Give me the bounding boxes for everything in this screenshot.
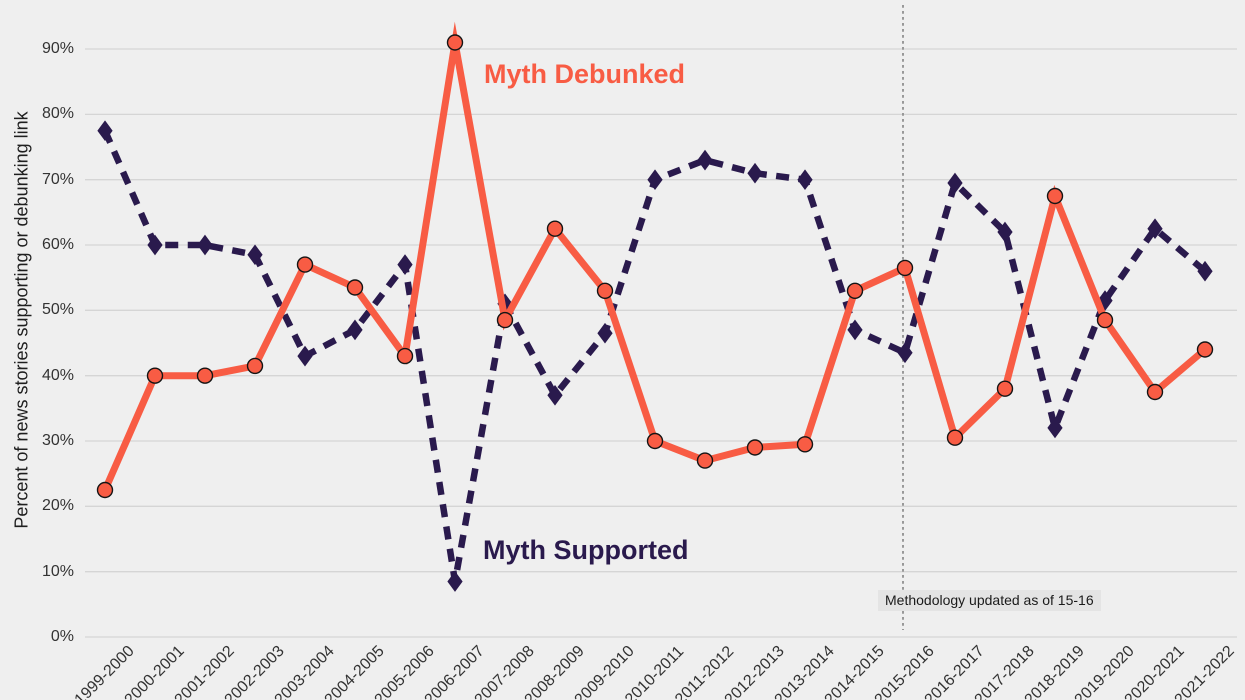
marker-circle-myth-debunked [296, 256, 314, 273]
marker-diamond-myth-supported [997, 221, 1013, 243]
marker-circle-myth-debunked [796, 436, 814, 453]
marker-diamond-myth-supported [147, 234, 163, 256]
marker-diamond-myth-supported [847, 319, 863, 341]
series-line-myth-supported [102, 129, 1208, 583]
marker-circle-myth-debunked [246, 357, 264, 375]
y-tick-label: 90% [41, 40, 74, 58]
marker-circle-myth-debunked [746, 439, 764, 456]
series-label-myth-supported: Myth Supported [483, 535, 689, 565]
marker-diamond-myth-supported [1197, 260, 1213, 282]
marker-circle-myth-debunked [846, 282, 864, 299]
marker-circle-myth-debunked [146, 367, 164, 384]
y-tick-label: 40% [41, 366, 74, 384]
marker-circle-myth-debunked [1146, 383, 1164, 401]
marker-diamond-myth-supported [97, 120, 113, 142]
marker-circle-myth-debunked [346, 279, 364, 296]
marker-circle-myth-debunked [646, 432, 664, 450]
marker-diamond-myth-supported [597, 322, 613, 344]
y-tick-label: 30% [41, 432, 74, 449]
series-label-myth-debunked: Myth Debunked [484, 59, 686, 89]
y-tick-label: 70% [41, 170, 74, 188]
y-tick-label: 60% [41, 236, 74, 254]
marker-diamond-myth-supported [1047, 417, 1063, 439]
marker-diamond-myth-supported [297, 345, 313, 367]
marker-diamond-myth-supported [897, 342, 913, 364]
marker-diamond-myth-supported [697, 149, 713, 171]
y-tick-label: 80% [41, 105, 74, 123]
marker-diamond-myth-supported [1147, 218, 1163, 240]
marker-diamond-myth-supported [397, 254, 413, 275]
marker-circle-myth-debunked [446, 34, 464, 51]
y-tick-label: 0% [50, 628, 74, 645]
marker-diamond-myth-supported [347, 319, 363, 341]
marker-circle-myth-debunked [596, 282, 614, 299]
y-tick-label: 50% [41, 301, 74, 319]
marker-circle-myth-debunked [896, 259, 914, 277]
methodology-annotation: Methodology updated as of 15-16 [878, 590, 1101, 611]
marker-diamond-myth-supported [247, 244, 263, 266]
marker-diamond-myth-supported [547, 384, 563, 406]
marker-circle-myth-debunked [996, 380, 1014, 397]
marker-circle-myth-debunked [96, 481, 114, 499]
marker-circle-myth-debunked [946, 429, 964, 446]
marker-diamond-myth-supported [647, 169, 663, 191]
series-line-myth-debunked [101, 21, 1209, 494]
y-tick-label: 20% [41, 497, 74, 515]
marker-diamond-myth-supported [447, 571, 463, 592]
y-tick-label: 10% [41, 562, 74, 580]
marker-circle-myth-debunked [546, 220, 564, 237]
marker-diamond-myth-supported [797, 169, 813, 191]
marker-diamond-myth-supported [947, 172, 963, 194]
marker-circle-myth-debunked [1096, 311, 1114, 329]
marker-circle-myth-debunked [496, 311, 514, 329]
marker-circle-myth-debunked [1196, 341, 1214, 358]
marker-circle-myth-debunked [396, 347, 414, 365]
marker-circle-myth-debunked [196, 367, 214, 384]
marker-circle-myth-debunked [696, 452, 714, 469]
marker-diamond-myth-supported [197, 234, 213, 256]
marker-circle-myth-debunked [1046, 187, 1064, 205]
marker-diamond-myth-supported [747, 162, 763, 184]
